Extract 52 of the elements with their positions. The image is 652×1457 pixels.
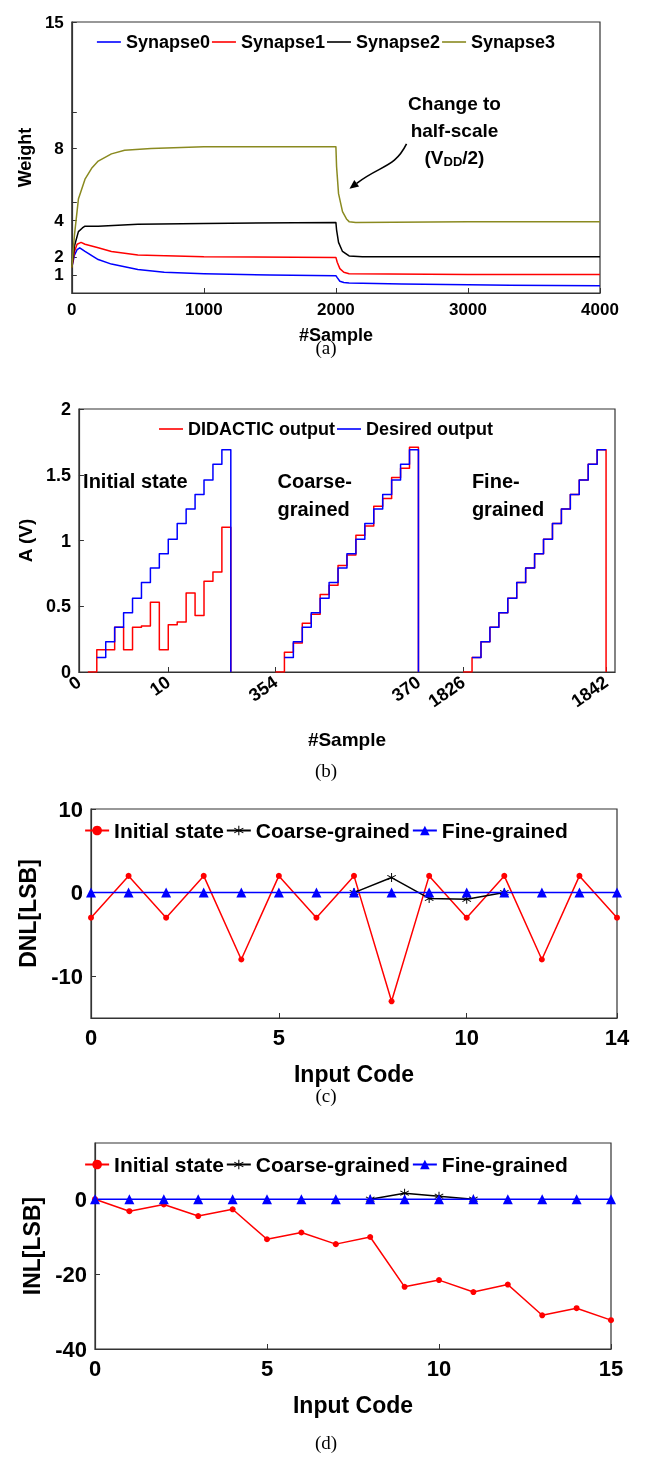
y-tick-label: 10 <box>58 796 83 822</box>
y-tick-label: -20 <box>55 1261 87 1287</box>
y-tick-label: 4 <box>54 211 65 231</box>
x-tick-label: 10 <box>454 1024 479 1050</box>
legend-label: Synapse3 <box>471 32 556 52</box>
y-tick-label: 2 <box>60 399 71 419</box>
x-tick-label: 10 <box>146 671 175 700</box>
y-tick-label: 15 <box>44 12 64 32</box>
y-tick-label: 2 <box>54 247 64 267</box>
x-tick-label: 1000 <box>184 300 223 319</box>
legend-label: DIDACTIC output <box>188 419 335 439</box>
x-tick-label: 15 <box>598 1355 624 1381</box>
y-axis-title: Weight <box>15 127 35 188</box>
x-axis-title: Input Code <box>292 1391 414 1418</box>
y-tick-label: -10 <box>51 963 83 989</box>
legend-label: Synapse1 <box>240 32 326 52</box>
x-tick-label: 2000 <box>316 300 355 319</box>
y-tick-label: 0.5 <box>45 596 71 617</box>
x-tick-label: 10 <box>426 1355 452 1381</box>
y-axis-title: DNL[LSB] <box>14 859 41 968</box>
y-axis-title: A (V) <box>15 518 36 563</box>
legend-label: Desired output <box>365 419 493 439</box>
legend-label: Coarse-grained <box>255 819 410 842</box>
x-tick-label: 4000 <box>581 300 619 319</box>
legend-label: Fine-grained <box>441 819 568 842</box>
legend-label: Initial state <box>114 819 224 842</box>
x-tick-label: 370 <box>388 671 425 706</box>
y-tick-label: 1 <box>54 265 64 285</box>
x-tick-label: 14 <box>604 1024 630 1050</box>
legend-label: Synapse0 <box>125 32 210 52</box>
x-axis-title: Input Code <box>293 1060 415 1087</box>
x-tick-label: 5 <box>272 1024 285 1050</box>
annotation: Initial state <box>83 469 188 492</box>
legend-label: Initial state <box>114 1153 224 1176</box>
y-tick-label: 1 <box>60 530 71 551</box>
annotation: Fine- grained <box>471 469 545 520</box>
x-tick-label: 3000 <box>449 300 487 319</box>
y-axis-title: INL[LSB] <box>18 1196 45 1296</box>
text: (b) <box>314 760 338 782</box>
legend-label: Synapse2 <box>356 32 441 52</box>
annotation: Coarse- grained <box>277 469 352 520</box>
text: (d) <box>314 1432 338 1454</box>
x-axis-title: #Sample <box>307 729 387 750</box>
x-tick-label: 5 <box>260 1355 274 1381</box>
y-tick-label: 8 <box>54 138 64 158</box>
y-tick-label: 1.5 <box>45 464 71 485</box>
y-tick-label: 0 <box>70 880 83 906</box>
x-tick-label: 354 <box>245 671 282 706</box>
y-tick-label: 0 <box>74 1186 87 1212</box>
legend-label: Coarse-grained <box>255 1153 410 1176</box>
y-tick-label: -40 <box>55 1336 87 1362</box>
legend-label: Fine-grained <box>441 1153 568 1176</box>
